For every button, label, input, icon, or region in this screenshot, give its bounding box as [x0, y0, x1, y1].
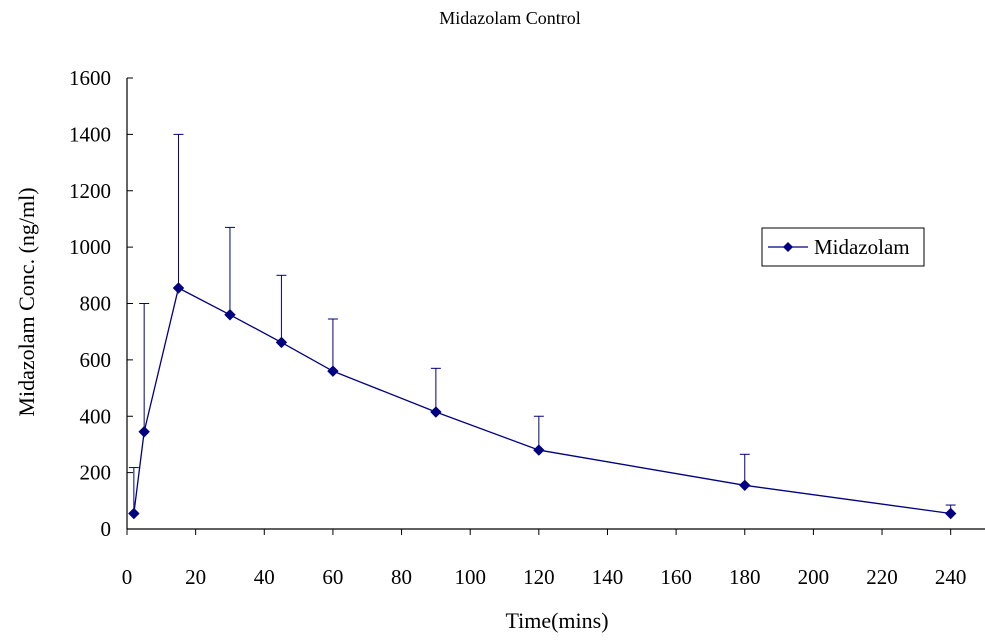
data-point: [430, 406, 442, 418]
x-axis-title: Time(mins): [505, 608, 608, 633]
data-point: [128, 507, 140, 520]
data-point: [739, 479, 751, 492]
y-axis-title: Midazolam Conc. (ng/ml): [14, 187, 39, 416]
y-tick-label: 1200: [69, 179, 111, 203]
legend-label: Midazolam: [814, 235, 910, 259]
legend-swatch-marker: [783, 242, 793, 252]
series-line-midazolam: [133, 287, 951, 515]
y-tick-label: 1400: [69, 122, 111, 146]
data-point: [944, 507, 957, 520]
data-point: [224, 309, 236, 321]
y-tick-label: 0: [101, 517, 112, 541]
x-tick-label: 220: [866, 565, 898, 589]
data-point: [533, 444, 545, 456]
data-point: [138, 426, 150, 438]
y-tick-label: 200: [80, 461, 112, 485]
x-tick-label: 100: [454, 565, 486, 589]
x-tick-label: 160: [660, 565, 692, 589]
x-tick-label: 0: [122, 565, 133, 589]
y-tick-label: 600: [80, 348, 112, 372]
x-tick-label: 200: [798, 565, 830, 589]
y-tick-label: 800: [80, 292, 112, 316]
y-tick-label: 1600: [69, 66, 111, 90]
data-point: [327, 365, 339, 377]
x-tick-label: 20: [185, 565, 206, 589]
data-point: [172, 282, 185, 294]
x-tick-label: 80: [391, 565, 412, 589]
data-point: [275, 336, 288, 349]
plot-area: 0 200 400 600 800 1000 1200 1400 1600 0 20 40 60 80 10…: [69, 66, 985, 589]
x-tick-label: 120: [523, 565, 555, 589]
y-tick-label: 400: [80, 404, 112, 428]
x-tick-label: 180: [729, 565, 761, 589]
x-tick-label: 140: [592, 565, 624, 589]
chart-title: Midazolam Control: [439, 8, 580, 28]
y-tick-label: 1000: [69, 235, 111, 259]
x-tick-label: 40: [254, 565, 275, 589]
x-tick-label: 240: [935, 565, 967, 589]
x-tick-label: 60: [322, 565, 343, 589]
legend: Midazolam: [761, 227, 925, 267]
